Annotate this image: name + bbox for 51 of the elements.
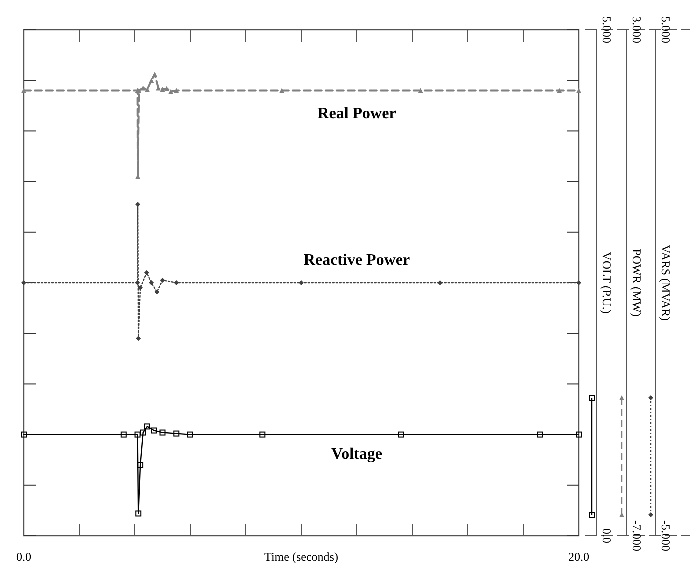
y3-tick-label: -5.000 xyxy=(659,520,673,552)
point xyxy=(537,432,544,438)
point xyxy=(299,280,304,286)
point xyxy=(136,510,142,517)
point xyxy=(22,280,26,286)
point xyxy=(174,430,180,437)
point xyxy=(144,424,150,430)
point xyxy=(174,88,180,94)
x-axis-title: Time (seconds) xyxy=(264,550,338,564)
y2-axis-title: POWR (MW) xyxy=(630,249,644,317)
series-label: Real Power xyxy=(318,106,396,123)
series-label: Reactive Power xyxy=(304,252,410,269)
y2-tick-label: -7.000 xyxy=(630,520,644,552)
point xyxy=(21,432,27,438)
point xyxy=(438,280,443,286)
point xyxy=(22,88,26,94)
y3-tick-label: 5.000 xyxy=(659,16,673,44)
point xyxy=(151,428,158,434)
point xyxy=(120,432,127,438)
point xyxy=(576,280,582,286)
point xyxy=(557,88,562,94)
x-tick-label: 20.0 xyxy=(568,550,590,564)
y2-tick-label: 3.000 xyxy=(630,16,644,44)
point xyxy=(138,462,144,468)
point xyxy=(418,88,424,94)
point xyxy=(168,89,174,94)
point xyxy=(576,432,582,438)
point xyxy=(134,432,141,438)
point xyxy=(135,280,140,286)
point xyxy=(164,86,170,92)
point xyxy=(160,278,166,283)
point xyxy=(398,432,404,438)
y-axis-title: VOLT (P.U.) xyxy=(600,252,614,314)
point xyxy=(144,270,150,276)
y3-axis-title: VARS (MVAR) xyxy=(659,245,673,321)
point xyxy=(188,432,194,438)
series-label: Voltage xyxy=(332,446,382,463)
point xyxy=(140,86,146,91)
point xyxy=(260,432,266,438)
point xyxy=(136,202,141,208)
point xyxy=(160,430,166,436)
point xyxy=(140,430,146,436)
point xyxy=(149,78,154,84)
point xyxy=(280,88,285,94)
point xyxy=(576,88,582,94)
point xyxy=(144,87,150,92)
point xyxy=(149,280,154,286)
point xyxy=(154,290,160,295)
point xyxy=(136,336,142,342)
point xyxy=(152,72,158,78)
point xyxy=(160,87,166,92)
